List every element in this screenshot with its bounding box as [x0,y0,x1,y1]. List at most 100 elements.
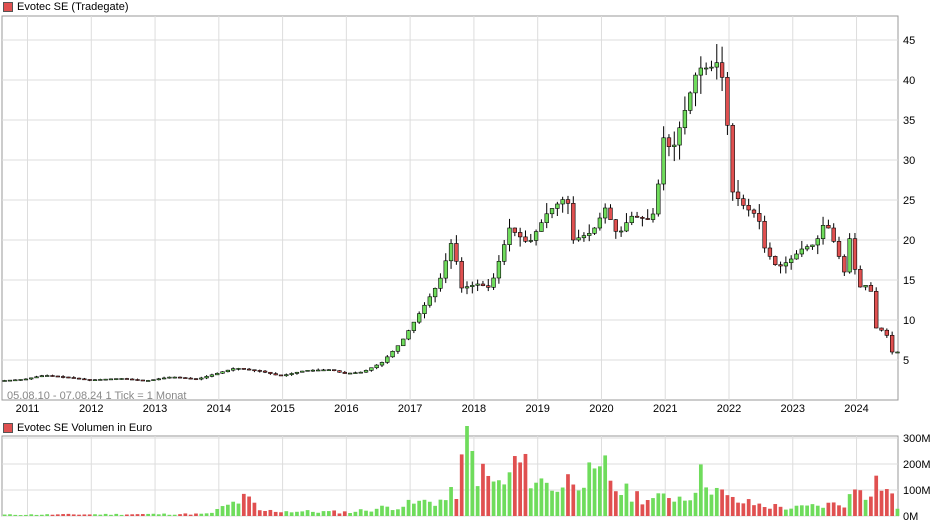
volume-y-tick-label: 200M [903,459,931,471]
volume-bar [523,453,528,516]
candle-body [703,67,709,70]
candle-body [709,66,714,69]
volume-bar [449,487,453,516]
volume-bar [130,514,135,516]
price-chart: 2011 2012 2013 2014 2015 2016 2017 2018 2019 2020… [1,15,915,415]
volume-bar [204,513,209,516]
candle-body [475,283,480,286]
volume-bar [879,490,884,516]
candle-body [342,371,347,374]
volume-bar [512,456,517,516]
price-x-tick-label: 2015 [270,403,294,415]
candle-body [140,379,145,382]
volume-bar [810,504,815,516]
candle-body [629,215,634,223]
volume-bar [757,503,762,516]
candle-body [87,379,92,381]
candle-body [13,379,18,382]
candle-body [751,209,757,214]
volume-bar [55,514,60,516]
volume-bar [438,499,443,516]
volume-bar [295,511,299,516]
volume-bar [784,509,788,516]
candle-body [677,127,682,146]
volume-bar [151,513,156,516]
candle-body [273,373,278,376]
candle-body [650,213,656,220]
candle-body [528,240,533,242]
volume-y-tick-label: 100M [903,485,931,497]
volume-bar [433,505,437,516]
volume-bar [50,514,55,516]
candle-body [119,378,124,380]
volume-bar [252,502,257,516]
volume-bar [491,481,496,516]
volume-bar [401,506,406,516]
candle-body [29,377,34,380]
price-x-tick-label: 2017 [398,403,422,415]
volume-bar [805,505,809,516]
volume-bar [741,503,746,516]
volume-bar [321,511,326,516]
volume-bar [613,491,618,516]
candle-body [571,203,576,241]
candle-body [231,368,236,371]
volume-bar [390,510,395,516]
candle-body [225,369,231,373]
volume-bar [279,512,283,516]
volume-bar [470,451,475,516]
candle-body [454,243,459,262]
candle-body [130,378,135,381]
price-y-axis-labels: 5 10 15 20 25 30 35 40 45 [903,35,915,367]
candle-body [592,227,597,234]
candle-body [331,369,337,371]
price-x-tick-label: 2022 [717,403,741,415]
candle-body [889,335,895,353]
candle-body [826,225,831,229]
candle-body [560,199,565,205]
candle-body [517,232,523,238]
volume-bar [799,505,804,516]
candle-body [810,244,815,247]
volume-bar [475,486,480,516]
volume-bar [778,506,783,516]
candle-body [847,238,852,273]
candle-body [661,137,666,185]
volume-bar [34,514,39,516]
volume-bar [576,490,581,516]
volume-bar [736,502,740,516]
volume-bar [884,489,889,516]
volume-bar [167,514,172,516]
candle-body [523,236,528,242]
candle-body [369,367,374,371]
candle-body [741,198,746,206]
volume-bar [146,513,151,516]
volume-bar [18,515,23,516]
volume-bar [645,500,650,516]
price-x-tick-label: 2023 [781,403,805,415]
candle-body [448,243,454,262]
candle-body [278,374,284,377]
volume-y-axis-labels: 0M 100M 200M 300M [903,433,931,523]
candle-body [66,376,71,379]
volume-bar [220,506,225,516]
volume-bar [135,514,140,516]
candle-body [874,291,879,329]
candle-body [539,222,544,232]
candle-body [804,246,810,250]
price-x-tick-label: 2012 [79,403,103,415]
candle-body [459,261,464,289]
candle-body [719,62,725,78]
price-x-axis-labels: 2011 2012 2013 2014 2015 2016 2017 2018 2019 2020… [16,403,869,415]
candle-body [374,364,379,369]
volume-bar [342,511,347,516]
volume-bar [815,505,820,516]
volume-bar [608,480,613,516]
volume-bar [454,499,459,516]
price-y-tick-label: 30 [903,155,915,167]
candle-body [555,203,560,209]
volume-bar [752,505,756,516]
volume-bar [704,487,709,516]
volume-bar [353,511,358,516]
volume-bar [762,507,767,516]
